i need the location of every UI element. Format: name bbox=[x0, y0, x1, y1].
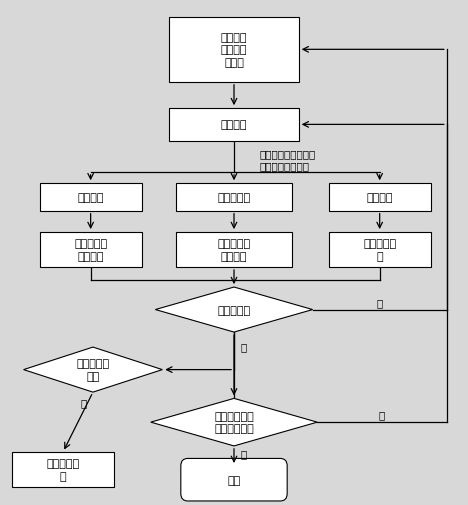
Text: 经过肿瘤区
域？: 经过肿瘤区 域？ bbox=[76, 359, 110, 381]
Text: 是: 是 bbox=[80, 397, 87, 408]
Text: 瑞利散射: 瑞利散射 bbox=[366, 192, 393, 203]
FancyBboxPatch shape bbox=[176, 184, 292, 211]
Text: 否: 否 bbox=[379, 410, 385, 420]
FancyBboxPatch shape bbox=[169, 18, 299, 83]
FancyBboxPatch shape bbox=[176, 232, 292, 268]
Text: 结束: 结束 bbox=[227, 475, 241, 485]
Text: 光子能量与
方向改变: 光子能量与 方向改变 bbox=[218, 239, 250, 261]
Text: 光子能量被
组织吸收: 光子能量被 组织吸收 bbox=[74, 239, 107, 261]
FancyBboxPatch shape bbox=[40, 232, 141, 268]
Text: 模拟光子数目
满足预设值？: 模拟光子数目 满足预设值？ bbox=[214, 411, 254, 433]
Text: 产生种子
数值，光
子发射: 产生种子 数值，光 子发射 bbox=[221, 33, 247, 68]
Text: 光电效应: 光电效应 bbox=[77, 192, 104, 203]
FancyBboxPatch shape bbox=[181, 459, 287, 501]
Text: 康普顿散射: 康普顿散射 bbox=[218, 192, 250, 203]
Text: 是: 是 bbox=[241, 448, 247, 459]
FancyBboxPatch shape bbox=[329, 232, 431, 268]
FancyBboxPatch shape bbox=[40, 184, 141, 211]
Text: 离开边界？: 离开边界？ bbox=[218, 305, 250, 315]
Text: 依概率选择下列三个
物理过程中的一个: 依概率选择下列三个 物理过程中的一个 bbox=[259, 149, 316, 171]
FancyBboxPatch shape bbox=[12, 452, 114, 487]
Polygon shape bbox=[23, 347, 162, 392]
Polygon shape bbox=[151, 398, 317, 446]
Text: 存储种子数
值: 存储种子数 值 bbox=[46, 459, 80, 481]
Text: 是: 是 bbox=[241, 341, 247, 351]
FancyBboxPatch shape bbox=[169, 109, 299, 141]
Text: 光子迁移: 光子迁移 bbox=[221, 120, 247, 130]
Polygon shape bbox=[155, 287, 313, 332]
FancyBboxPatch shape bbox=[329, 184, 431, 211]
Text: 否: 否 bbox=[377, 297, 383, 308]
Text: 光子方向改
变: 光子方向改 变 bbox=[363, 239, 396, 261]
